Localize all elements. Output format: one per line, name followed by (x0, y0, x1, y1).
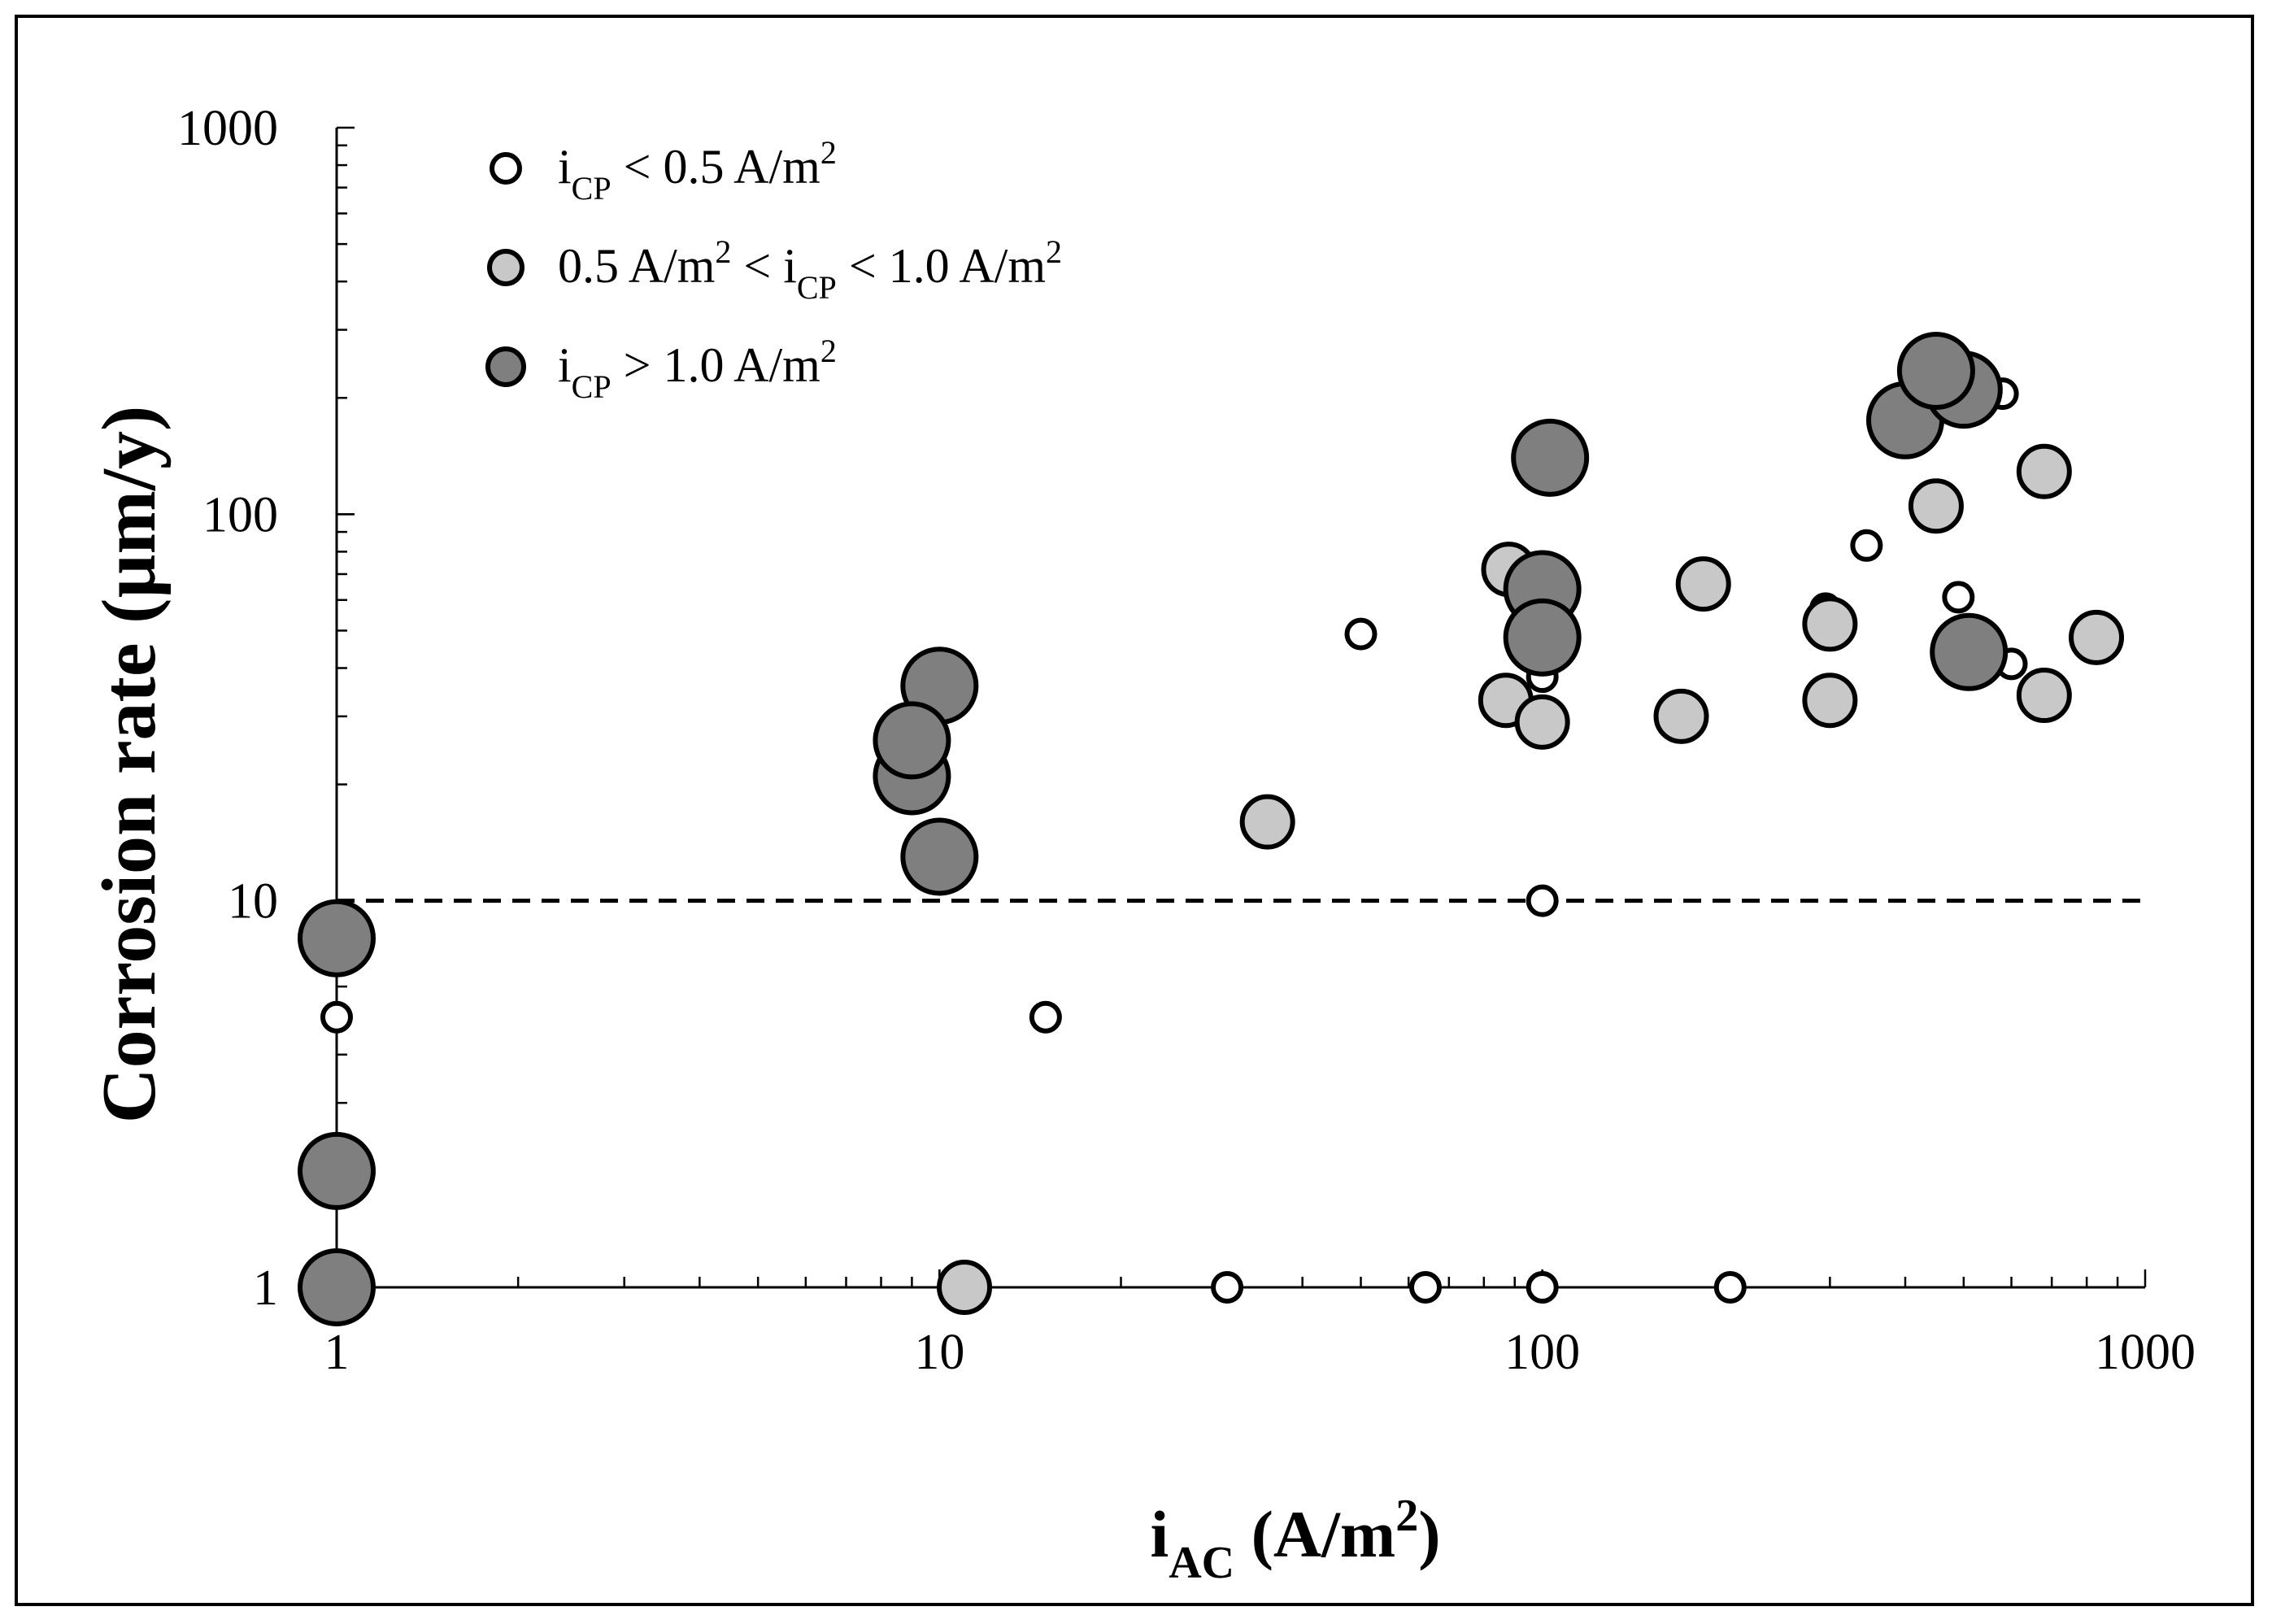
legend: iCP < 0.5 A/m20.5 A/m2 < iCP < 1.0 A/m2i… (485, 134, 1062, 405)
legend-label: 0.5 A/m2 < iCP < 1.0 A/m2 (558, 233, 1062, 306)
data-point (1239, 794, 1295, 850)
legend-label-part: CP (572, 170, 612, 207)
data-point (1211, 1271, 1244, 1304)
data-point (1850, 529, 1883, 562)
x-axis-title-part: i (1150, 1497, 1169, 1571)
data-point (1526, 1271, 1559, 1304)
legend-label-part: < 0.5 A/m (612, 140, 820, 194)
legend-label-part: < i (731, 239, 797, 293)
legend-label-part: < 1.0 A/m (837, 239, 1046, 293)
legend-label-part: 2 (715, 233, 731, 270)
data-points (298, 331, 2125, 1326)
legend-label-part: 0.5 A/m (558, 239, 715, 293)
data-point (1908, 478, 1964, 534)
data-point (1029, 1000, 1062, 1034)
data-point (1896, 331, 1975, 410)
x-tick-label: 10 (914, 1325, 964, 1380)
data-point (1802, 596, 1858, 652)
data-point (1408, 1271, 1442, 1304)
x-tick-label: 1000 (2095, 1325, 2196, 1380)
x-tick-label: 100 (1504, 1325, 1580, 1380)
legend-marker (490, 152, 522, 185)
legend-label: iCP > 1.0 A/m2 (558, 333, 837, 405)
legend-label: iCP < 0.5 A/m2 (558, 134, 837, 207)
x-tick-label: 1 (324, 1325, 350, 1380)
data-point (1526, 884, 1559, 917)
legend-label-part: CP (572, 368, 612, 405)
legend-label-part: i (558, 338, 572, 392)
y-tick-label: 1 (253, 1260, 278, 1316)
x-axis-title-part: 2 (1395, 1491, 1418, 1541)
data-point (1942, 581, 1975, 614)
data-point (873, 701, 951, 780)
data-point (1930, 612, 2009, 691)
data-point (298, 1131, 376, 1210)
y-tick-label: 10 (228, 874, 278, 930)
data-point (1503, 598, 1582, 677)
y-axis-title: Corrosion rate (µm/y) (87, 406, 172, 1124)
data-point (1675, 556, 1731, 612)
legend-label-part: 2 (820, 333, 837, 369)
data-point (2016, 443, 2072, 499)
figure-frame (15, 15, 2254, 1606)
data-point (1653, 688, 1709, 744)
data-point (298, 1248, 376, 1326)
axes (335, 128, 2145, 1289)
data-point (1713, 1271, 1747, 1304)
data-point (2016, 668, 2072, 724)
x-axis-title-part: AC (1169, 1538, 1234, 1588)
legend-label-part: 2 (1046, 233, 1062, 270)
data-point (298, 899, 376, 977)
legend-label-part: > 1.0 A/m (612, 338, 820, 392)
data-point (2069, 609, 2125, 665)
x-axis-title-part: ) (1418, 1497, 1440, 1571)
tick-labels: 1 10 100 1000 1 10 100 1000 (177, 101, 2196, 1380)
y-tick-label: 1000 (177, 101, 278, 156)
data-point (900, 817, 979, 896)
data-point (1514, 694, 1570, 750)
legend-label-part: 2 (820, 134, 837, 171)
x-axis-title: iAC (A/m2) (1150, 1491, 1440, 1588)
data-point (1802, 673, 1858, 729)
legend-label-part: i (558, 140, 572, 194)
ticks (335, 126, 2147, 1289)
legend-marker (487, 249, 524, 286)
axis-titles: iAC (A/m2) Corrosion rate (µm/y) (87, 406, 1441, 1588)
legend-label-part: CP (797, 269, 837, 306)
legend-marker (485, 346, 526, 387)
data-point (1511, 418, 1590, 497)
data-point (1344, 617, 1378, 651)
data-point (320, 1000, 353, 1034)
x-axis-title-part: (A/m (1234, 1497, 1395, 1571)
y-tick-label: 100 (202, 487, 278, 542)
data-point (937, 1260, 993, 1315)
